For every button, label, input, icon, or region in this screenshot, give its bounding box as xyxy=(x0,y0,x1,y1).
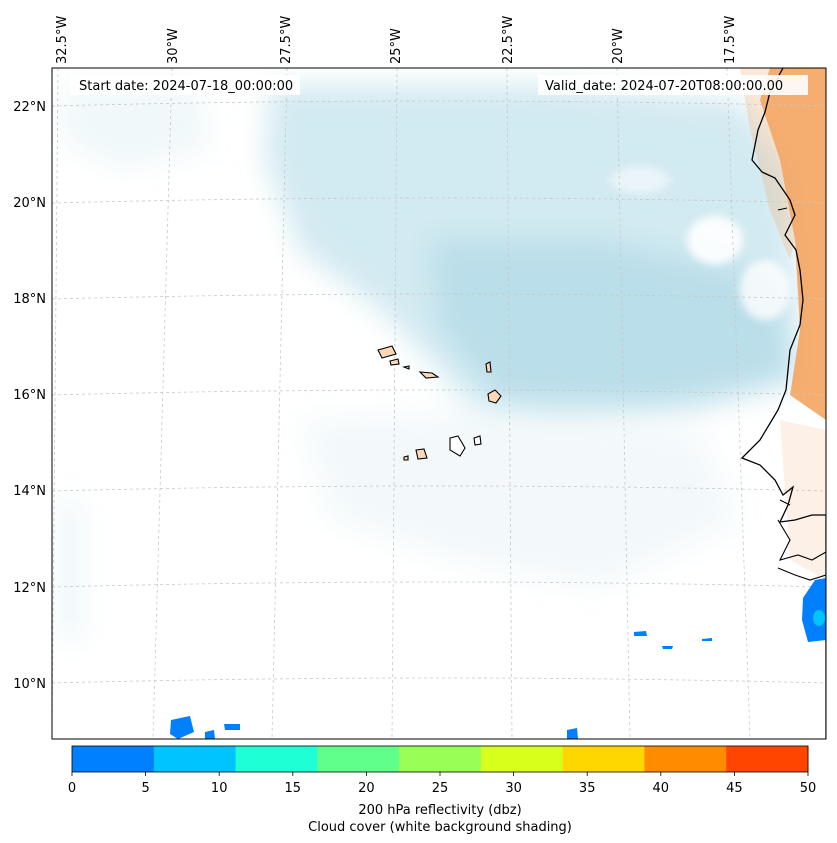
lat-label-20n: 20°N xyxy=(13,196,46,211)
colorbar-tick-label: 20 xyxy=(358,781,375,796)
dust-shading-faint xyxy=(740,68,795,260)
lat-label-22n: 22°N xyxy=(13,100,46,115)
colorbar-tick-label: 35 xyxy=(579,781,596,796)
start-date-label: Start date: 2024-07-18_00:00:00 xyxy=(79,79,293,94)
colorbar-segment xyxy=(726,746,809,772)
lon-label-30w: 30°W xyxy=(166,28,181,64)
lon-label-27-5w: 27.5°W xyxy=(279,16,294,64)
colorbar: 0 5 10 15 20 25 30 35 40 45 50 xyxy=(68,745,817,796)
start-date-box xyxy=(70,75,300,95)
lat-label-12n: 12°N xyxy=(13,581,46,596)
colorbar-segment xyxy=(562,746,645,772)
reflectivity-cells xyxy=(170,578,826,739)
graticule xyxy=(52,68,826,739)
colorbar-segment xyxy=(317,746,400,772)
colorbar-tick-label: 5 xyxy=(141,781,149,796)
colorbar-tick-label: 0 xyxy=(68,781,76,796)
colorbar-tick-label: 30 xyxy=(505,781,522,796)
colorbar-tick-label: 40 xyxy=(653,781,670,796)
colorbar-segment xyxy=(72,746,155,772)
lat-label-18n: 18°N xyxy=(13,292,46,307)
lat-label-16n: 16°N xyxy=(13,388,46,403)
cloud-cover-layer xyxy=(60,85,800,640)
lon-label-22-5w: 22.5°W xyxy=(501,16,516,64)
lat-label-10n: 10°N xyxy=(13,677,46,692)
colorbar-segment xyxy=(480,746,564,772)
colorbar-tick-label: 50 xyxy=(800,781,817,796)
lon-label-32-5w: 32.5°W xyxy=(55,16,70,64)
colorbar-subtitle: Cloud cover (white background shading) xyxy=(308,820,572,835)
colorbar-segment xyxy=(235,746,318,772)
cape-verde-islands xyxy=(377,345,502,461)
colorbar-segment xyxy=(399,746,482,772)
colorbar-tick-label: 25 xyxy=(432,781,449,796)
colorbar-title: 200 hPa reflectivity (dbz) xyxy=(358,803,521,818)
cloud-gaps xyxy=(610,166,790,320)
lon-label-20w: 20°W xyxy=(611,28,626,64)
dust-shading xyxy=(760,68,826,420)
valid-date-box xyxy=(538,75,808,95)
lat-label-14n: 14°N xyxy=(13,484,46,499)
colorbar-segment xyxy=(153,746,237,772)
lon-label-17-5w: 17.5°W xyxy=(723,16,738,64)
colorbar-tick-label: 15 xyxy=(285,781,302,796)
map-frame xyxy=(51,67,827,740)
africa-coastline xyxy=(740,68,826,739)
colorbar-tick-label: 10 xyxy=(211,781,228,796)
colorbar-segment xyxy=(644,746,727,772)
reflectivity-core xyxy=(813,610,825,626)
colorbar-tick-label: 45 xyxy=(726,781,743,796)
lon-label-25w: 25°W xyxy=(389,28,404,64)
valid-date-label: Valid_date: 2024-07-20T08:00:00.00 xyxy=(545,79,783,94)
